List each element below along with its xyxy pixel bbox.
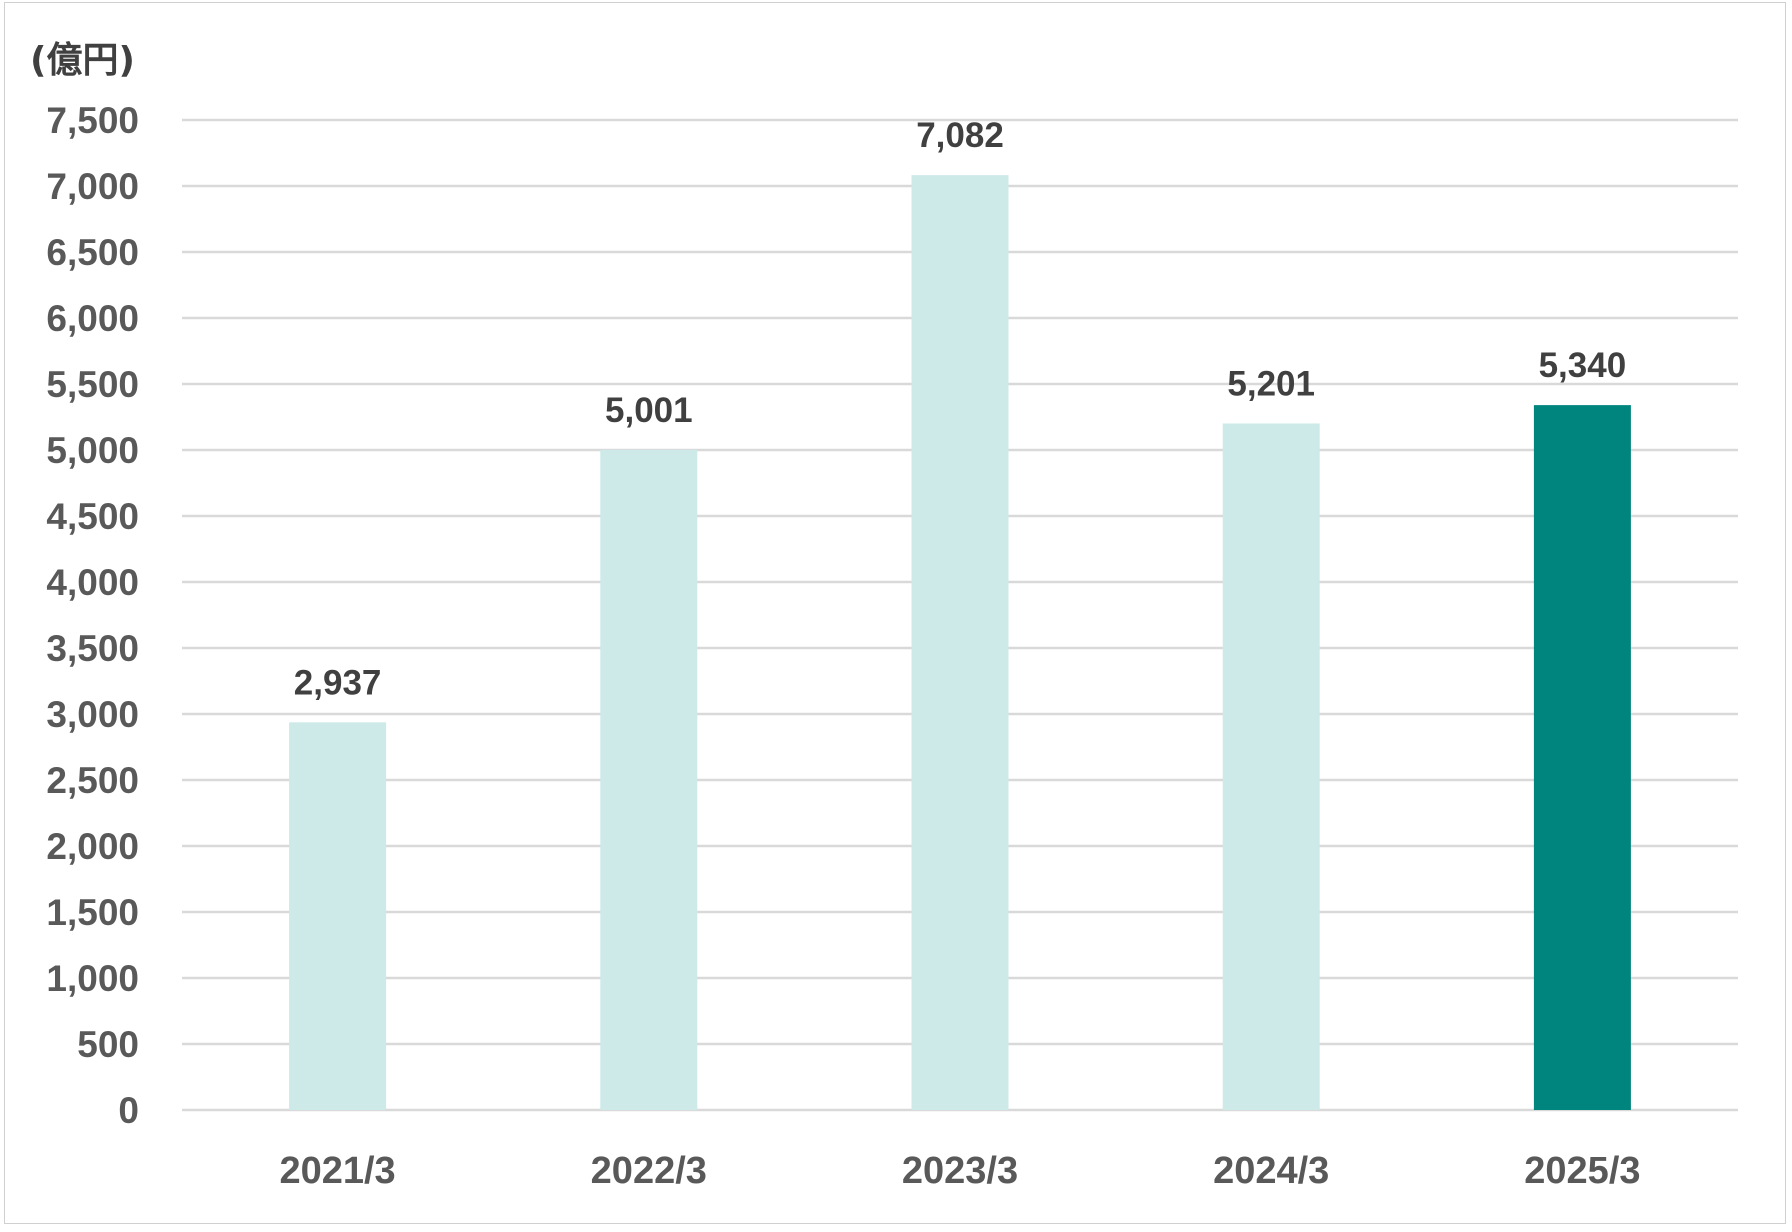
y-tick-label: 500 [77,1024,139,1065]
y-tick-label: 4,000 [46,562,139,603]
data-labels: 2,937 5,001 7,082 5,201 5,340 [294,116,1626,702]
y-tick-label: 2,000 [46,826,139,867]
data-label: 5,201 [1227,364,1315,403]
data-label: 7,082 [916,116,1004,155]
y-tick-label: 3,500 [46,628,139,669]
y-tick-label: 6,000 [46,298,139,339]
y-tick-label: 7,000 [46,166,139,207]
data-label: 5,340 [1539,346,1627,385]
x-tick-label: 2025/3 [1524,1150,1640,1192]
y-tick-label: 7,500 [46,100,139,141]
data-label: 2,937 [294,663,382,702]
bars [289,175,1631,1110]
y-tick-label: 1,000 [46,958,139,999]
y-tick-label: 1,500 [46,892,139,933]
x-tick-label: 2024/3 [1213,1150,1329,1192]
x-axis-ticks: 2021/3 2022/3 2023/3 2024/3 2025/3 [279,1150,1640,1192]
bar-2022-3 [600,449,698,1110]
y-tick-label: 0 [118,1090,139,1131]
y-tick-label: 4,500 [46,496,139,537]
bar-2021-3 [289,722,387,1110]
bar-2023-3 [911,175,1009,1110]
y-axis-ticks: 0 500 1,000 1,500 2,000 2,500 3,000 3,500 4,000 4… [46,100,139,1131]
y-tick-label: 6,500 [46,232,139,273]
x-tick-label: 2023/3 [902,1150,1018,1192]
x-tick-label: 2022/3 [591,1150,707,1192]
data-label: 5,001 [605,391,693,430]
y-tick-label: 5,500 [46,364,139,405]
y-tick-label: 2,500 [46,760,139,801]
y-tick-label: 3,000 [46,694,139,735]
unit-label: (億円) [30,40,135,81]
bar-2025-3 [1533,405,1631,1110]
y-tick-label: 5,000 [46,430,139,471]
bar-2024-3 [1222,423,1320,1110]
x-tick-label: 2021/3 [279,1150,395,1192]
